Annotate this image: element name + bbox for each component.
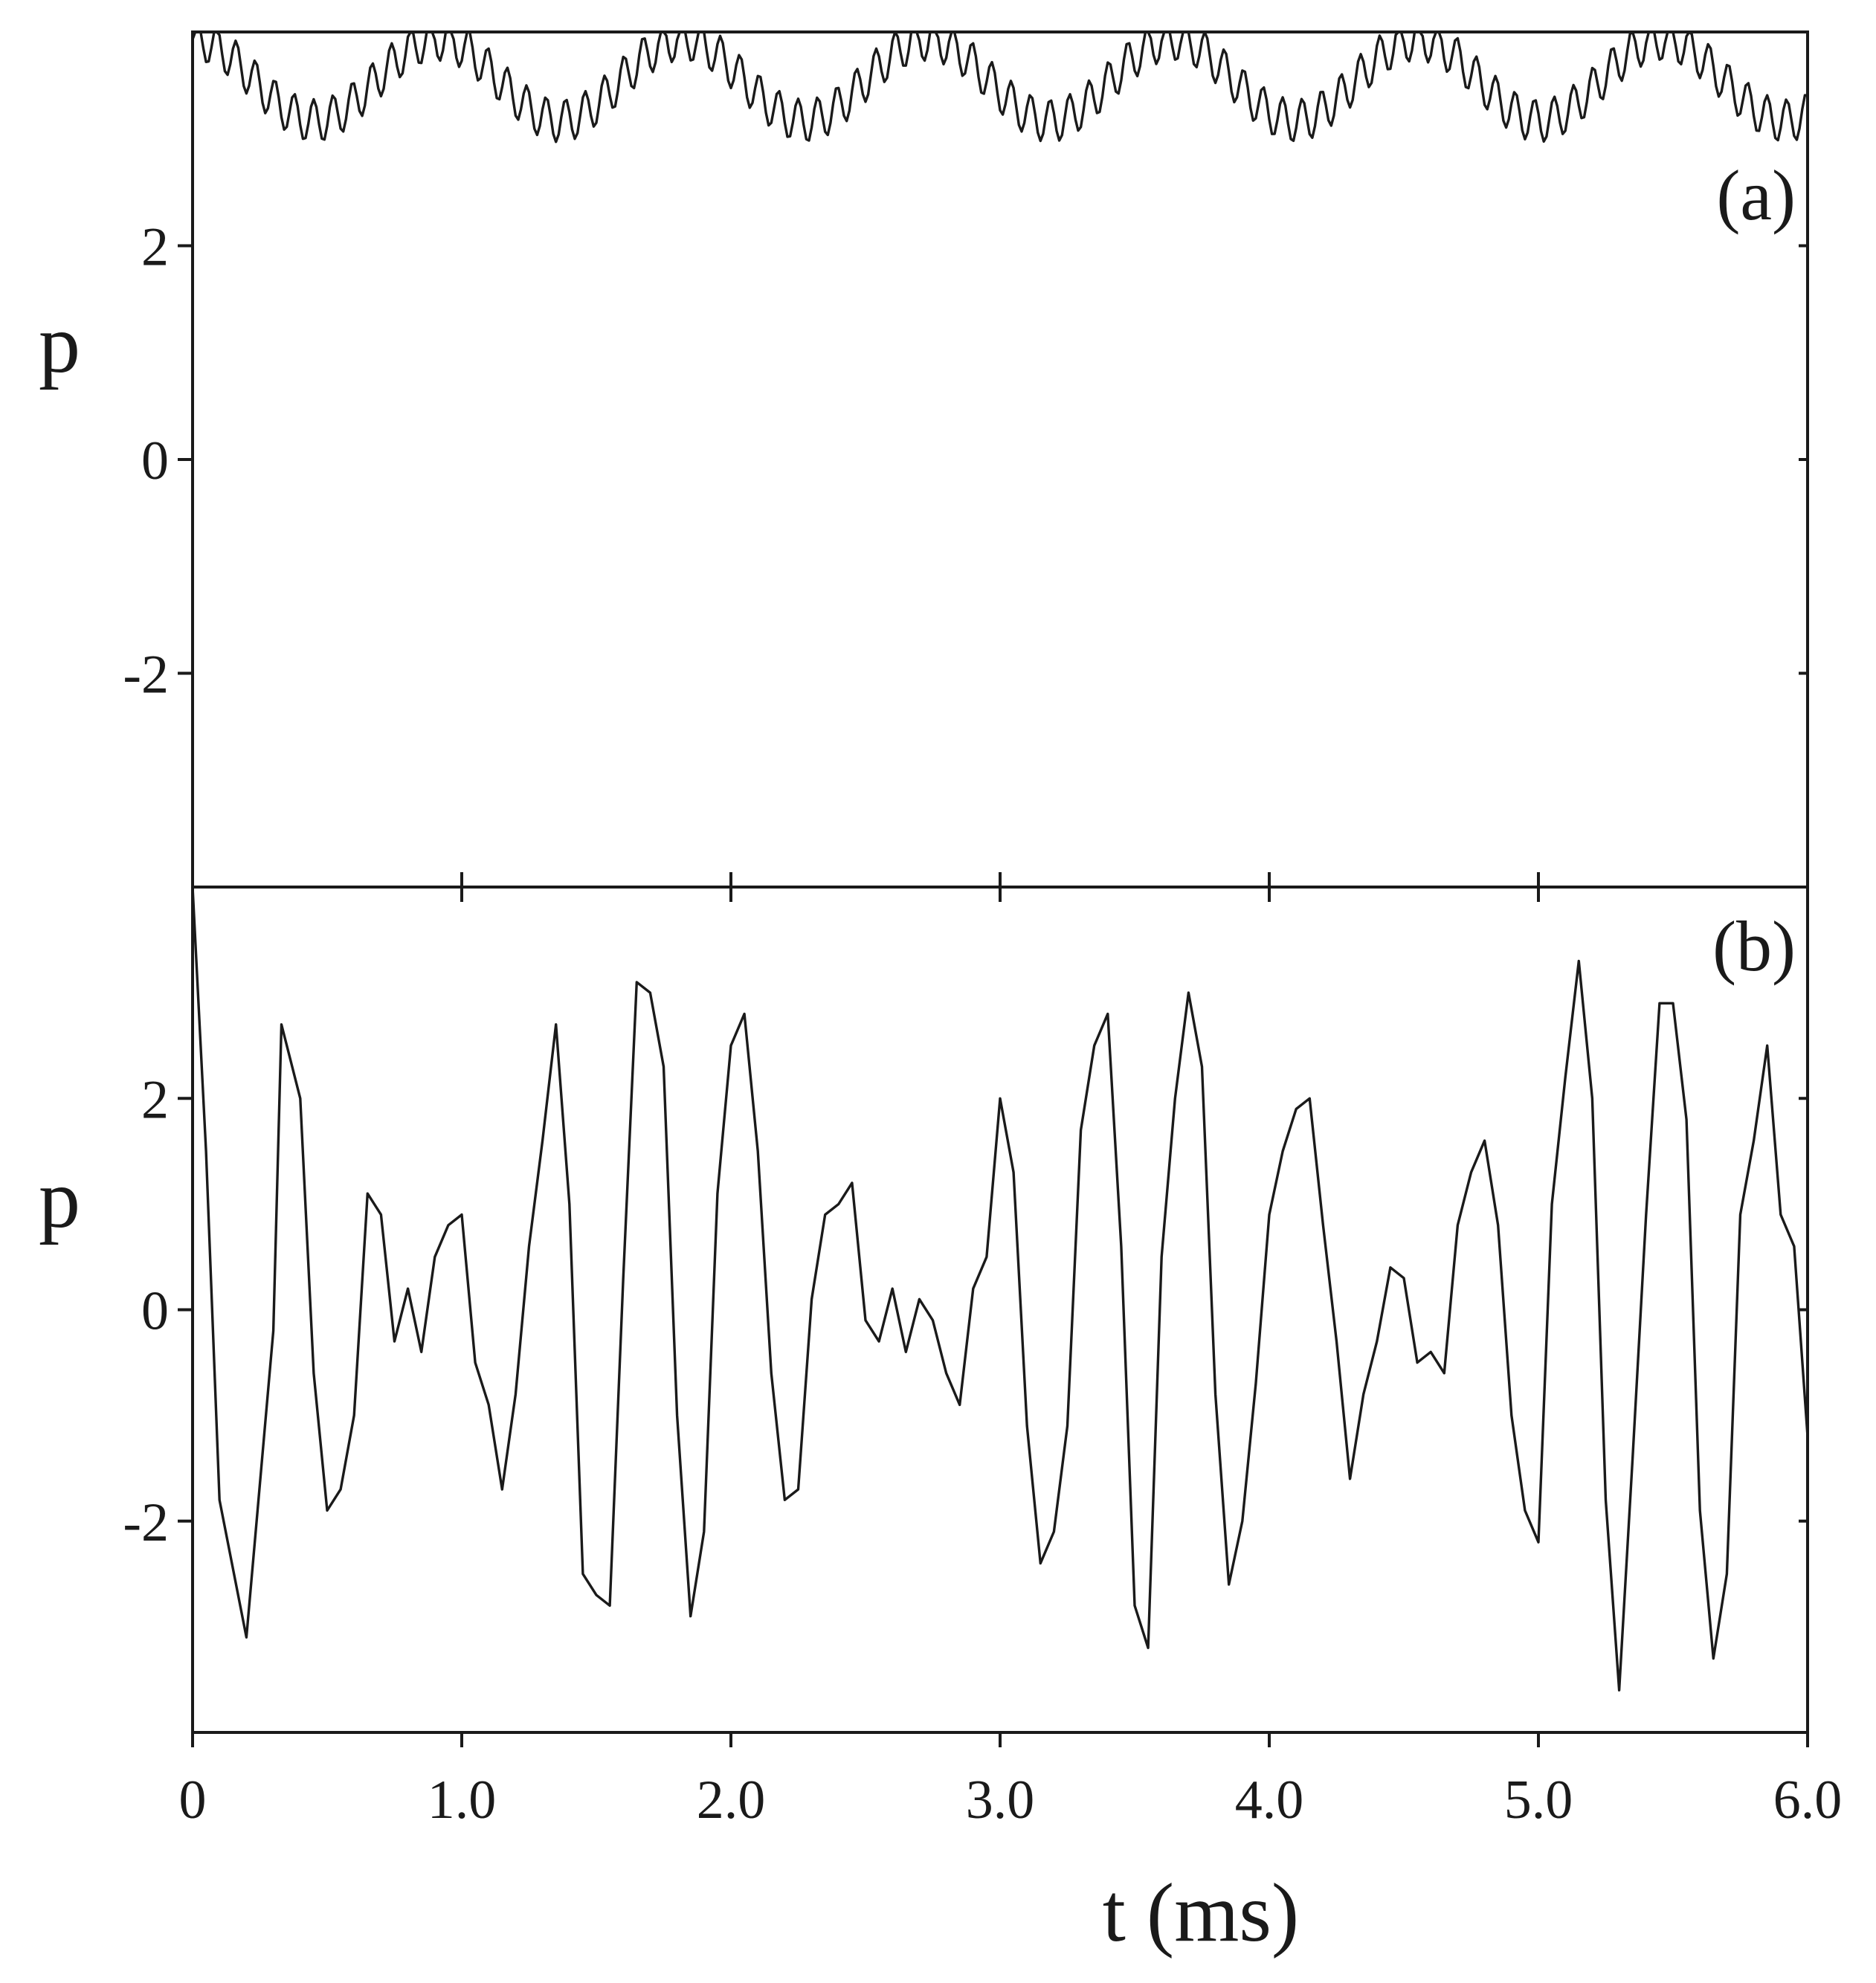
- x-tick-label: 5.0: [1504, 1770, 1573, 1831]
- panel-a-y-axis-label: p: [39, 298, 80, 390]
- panel-a-label: (a): [1716, 155, 1796, 235]
- panel-b: 2 0 -2 0 1.0 2.0 3.0 4.0 5.0 6.0 (b) p t (ms): [39, 886, 1843, 1959]
- y-tick-label: 0: [141, 1281, 169, 1342]
- panel-a-ticks: [178, 244, 1808, 887]
- y-tick-label: 2: [141, 217, 169, 278]
- y-tick-label: 0: [141, 431, 169, 491]
- y-tick-label: -2: [123, 1492, 169, 1553]
- x-tick-label: 4.0: [1235, 1770, 1304, 1831]
- x-tick-label: 1.0: [428, 1770, 497, 1831]
- panel-b-ticks: [178, 887, 1809, 1747]
- panel-b-x-tick-labels: 0 1.0 2.0 3.0 4.0 5.0 6.0: [179, 1770, 1843, 1831]
- panel-b-y-tick-labels: 2 0 -2: [123, 1069, 169, 1553]
- y-tick-label: 2: [141, 1069, 169, 1130]
- panel-a-y-tick-labels: 2 0 -2: [123, 217, 169, 706]
- x-tick-label: 6.0: [1773, 1770, 1843, 1831]
- x-tick-label: 2.0: [697, 1770, 766, 1831]
- panel-b-trace: [191, 886, 1809, 1692]
- panel-a-frame: [191, 30, 1809, 889]
- x-tick-label: 0: [179, 1770, 207, 1831]
- panel-a: 2 0 -2 (a) p: [39, 30, 1809, 889]
- y-tick-label: -2: [123, 645, 169, 706]
- x-axis-label: t (ms): [1103, 1867, 1299, 1959]
- panel-b-y-axis-label: p: [39, 1153, 80, 1245]
- panel-b-frame: [191, 886, 1809, 1734]
- x-tick-label: 3.0: [966, 1770, 1035, 1831]
- panel-a-trace: [191, 30, 1808, 144]
- panel-b-label: (b): [1712, 906, 1796, 986]
